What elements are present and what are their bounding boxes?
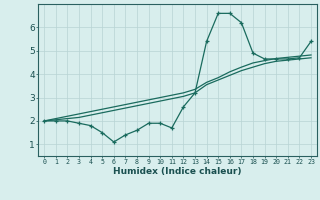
X-axis label: Humidex (Indice chaleur): Humidex (Indice chaleur) [113,167,242,176]
